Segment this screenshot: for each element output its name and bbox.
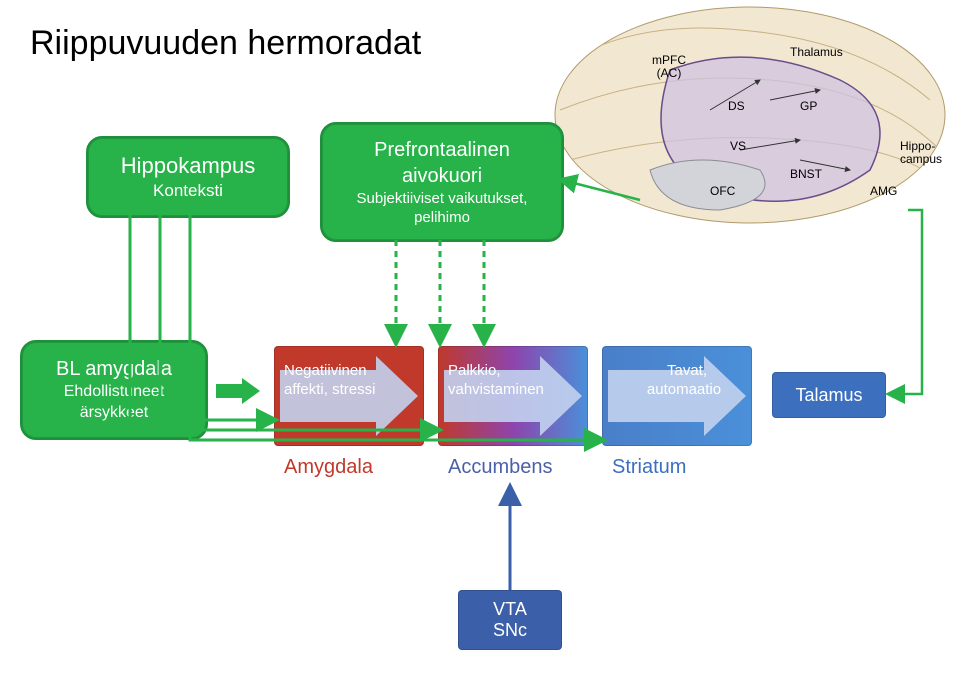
- amygdala-text2: affekti, stressi: [284, 381, 418, 398]
- brain-label-amg: AMG: [870, 185, 897, 198]
- label-accumbens: Accumbens: [448, 456, 553, 479]
- vta-line2: SNc: [493, 620, 527, 641]
- accumbens-text1: Palkkio,: [448, 362, 582, 379]
- prefrontal-sub1: Subjektiiviset vaikutukset,: [322, 189, 562, 209]
- brain-label-vs: VS: [730, 140, 746, 153]
- brain-label-bnst: BNST: [790, 168, 822, 181]
- brain-label-ofc: OFC: [710, 185, 735, 198]
- hippokampus-title: Hippokampus: [88, 152, 288, 181]
- box-vta: VTA SNc: [458, 590, 562, 650]
- accumbens-text2: vahvistaminen: [448, 381, 582, 398]
- box-talamus: Talamus: [772, 372, 886, 418]
- box-striatum: Tavat, automaatio: [602, 346, 752, 446]
- page-title: Riippuvuuden hermoradat: [30, 24, 421, 63]
- striatum-text2: automaatio: [622, 381, 746, 398]
- label-striatum: Striatum: [612, 456, 686, 479]
- amygdala-text1: Negatiivinen: [284, 362, 418, 379]
- hippokampus-subtitle: Konteksti: [88, 180, 288, 202]
- box-hippokampus: Hippokampus Konteksti: [86, 136, 290, 218]
- talamus-label: Talamus: [795, 385, 862, 406]
- flow-arrow-green: [216, 378, 260, 404]
- bl-sub1: Ehdollistuneet: [22, 382, 206, 403]
- box-accumbens: Palkkio, vahvistaminen: [438, 346, 588, 446]
- label-amygdala: Amygdala: [284, 456, 373, 479]
- brain-label-gp: GP: [800, 100, 817, 113]
- striatum-text1: Tavat,: [628, 362, 746, 379]
- box-amygdala: Negatiivinen affekti, stressi: [274, 346, 424, 446]
- vta-line1: VTA: [493, 599, 527, 620]
- brain-label-mpfc: mPFC (AC): [652, 54, 686, 80]
- bl-sub2: ärsykkeet: [22, 403, 206, 424]
- box-prefrontal: Prefrontaalinen aivokuori Subjektiiviset…: [320, 122, 564, 242]
- bl-title: BL amygdala: [22, 356, 206, 382]
- brain-label-hippocampus: Hippo- campus: [900, 140, 942, 166]
- prefrontal-sub2: pelihimo: [322, 208, 562, 228]
- brain-label-thalamus: Thalamus: [790, 46, 843, 59]
- prefrontal-title: Prefrontaalinen: [322, 137, 562, 163]
- box-bl-amygdala: BL amygdala Ehdollistuneet ärsykkeet: [20, 340, 208, 440]
- brain-illustration: [540, 0, 960, 260]
- prefrontal-line2: aivokuori: [322, 163, 562, 189]
- brain-label-ds: DS: [728, 100, 745, 113]
